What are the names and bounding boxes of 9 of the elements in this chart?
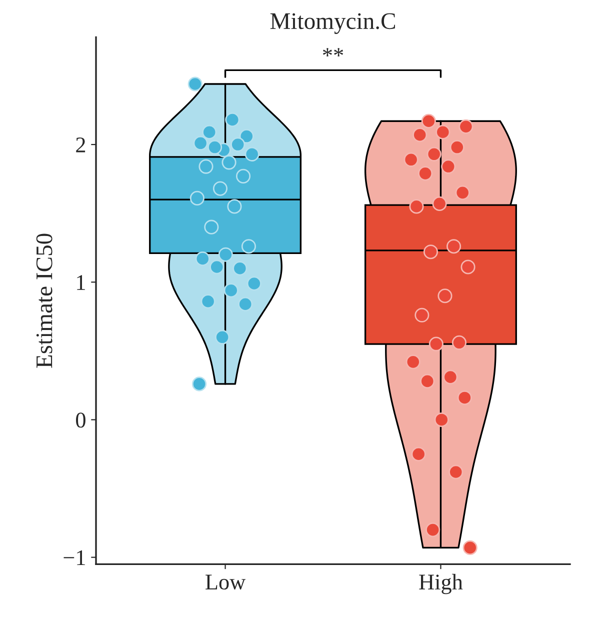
y-tick-label: 0 — [76, 412, 86, 428]
annotation: ** — [322, 48, 344, 56]
y-tick-label: −1 — [64, 550, 85, 566]
x-tick-label: Low — [206, 574, 246, 590]
y-tick-label: 2 — [76, 138, 86, 152]
y-axis-title: Estimate IC50 — [36, 234, 52, 368]
chart-title: Mitomycin.C — [270, 13, 395, 34]
y-tick-label: 1 — [77, 275, 85, 290]
x-tick-label: High — [419, 574, 463, 594]
